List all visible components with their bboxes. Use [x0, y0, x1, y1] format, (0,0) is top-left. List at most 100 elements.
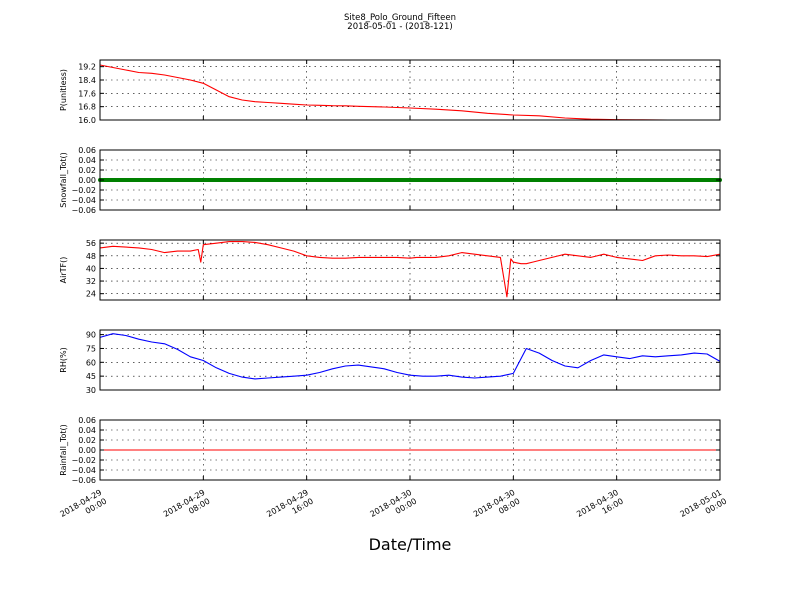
y-tick-label: 16.8 [78, 103, 96, 112]
series-marker [610, 178, 615, 182]
series-marker [631, 178, 636, 182]
series-marker [503, 178, 508, 182]
series-marker [275, 178, 280, 182]
series-marker [205, 178, 210, 182]
series-marker [412, 178, 417, 182]
series-marker [701, 178, 706, 182]
series-marker [614, 178, 619, 182]
y-tick-label: −0.04 [71, 196, 96, 205]
series-marker [242, 178, 247, 182]
series-marker [370, 178, 375, 182]
series-marker [213, 178, 218, 182]
series-marker [139, 178, 144, 182]
series-marker [259, 178, 264, 182]
y-tick-label: 48 [86, 252, 96, 261]
series-marker [676, 178, 681, 182]
series-marker [709, 178, 714, 182]
series-marker [300, 178, 305, 182]
series-marker [465, 178, 470, 182]
series-marker [399, 178, 404, 182]
series-marker [428, 178, 433, 182]
series-marker [110, 178, 115, 182]
series-marker [581, 178, 586, 182]
series-marker [354, 178, 359, 182]
y-tick-label: 0.04 [78, 156, 96, 165]
y-tick-label: −0.02 [71, 186, 96, 195]
series-marker [705, 178, 710, 182]
series-marker [176, 178, 181, 182]
series-marker [639, 178, 644, 182]
series-marker [184, 178, 189, 182]
series-marker [197, 178, 202, 182]
series-marker [519, 178, 524, 182]
y-tick-label: 30 [86, 386, 96, 395]
y-tick-label: 17.6 [78, 89, 96, 98]
series-marker [689, 178, 694, 182]
series-marker [379, 178, 384, 182]
series-marker [589, 178, 594, 182]
series-marker [424, 178, 429, 182]
series-marker [713, 178, 718, 182]
series-line-1 [99, 333, 721, 380]
series-marker [288, 178, 293, 182]
series-marker [445, 178, 450, 182]
series-marker [457, 178, 462, 182]
y-tick-label: 75 [86, 344, 96, 353]
series-marker [160, 178, 164, 182]
y-tick-label: 90 [86, 331, 96, 340]
series-marker [234, 178, 239, 182]
series-marker [697, 178, 702, 182]
series-marker [155, 178, 160, 182]
series-marker [470, 178, 474, 182]
series-marker [255, 178, 260, 182]
series-marker [523, 178, 528, 182]
series-marker [416, 178, 421, 182]
series-marker [548, 178, 553, 182]
series-marker [560, 178, 565, 182]
series-marker [498, 178, 503, 182]
panel-1: 16.0 16.8 17.6 18.4 19.2 P(unitless) [59, 59, 721, 125]
y-tick-label: 18.4 [78, 76, 96, 85]
series-marker [102, 178, 107, 182]
series-line-1 [99, 64, 720, 121]
series-marker [660, 178, 665, 182]
series-marker [346, 178, 350, 182]
series-marker [147, 178, 152, 182]
y-tick-label: −0.02 [71, 456, 96, 465]
y-tick-label: 0.02 [78, 436, 96, 445]
series-marker [131, 178, 136, 182]
series-marker [321, 178, 326, 182]
chart-title: Site8_Polo_Ground_Fifteen [344, 13, 456, 23]
series-marker [647, 178, 652, 182]
series-marker [395, 178, 400, 182]
y-axis-label: Rainfall_Tot() [59, 424, 68, 476]
series-marker [329, 178, 334, 182]
series-marker [684, 178, 689, 182]
series-marker [126, 178, 131, 182]
chart-subtitle: 2018-05-01 - (2018-121) [347, 22, 452, 32]
series-marker [308, 178, 313, 182]
y-tick-label: 0.04 [78, 426, 96, 435]
series-marker [383, 178, 388, 182]
series-marker [118, 178, 123, 182]
series-marker [164, 178, 169, 182]
series-marker [680, 178, 685, 182]
series-marker [569, 178, 574, 182]
y-tick-label: 24 [86, 290, 96, 299]
series-marker [333, 178, 338, 182]
y-tick-label: 19.2 [78, 63, 96, 72]
series-marker [536, 178, 541, 182]
series-marker [635, 178, 640, 182]
series-marker [486, 178, 491, 182]
series-marker [238, 178, 243, 182]
series-marker [143, 178, 148, 182]
series-marker [366, 178, 371, 182]
x-axis-label: Date/Time [369, 535, 452, 554]
series-marker [515, 178, 520, 182]
series-marker [362, 178, 367, 182]
